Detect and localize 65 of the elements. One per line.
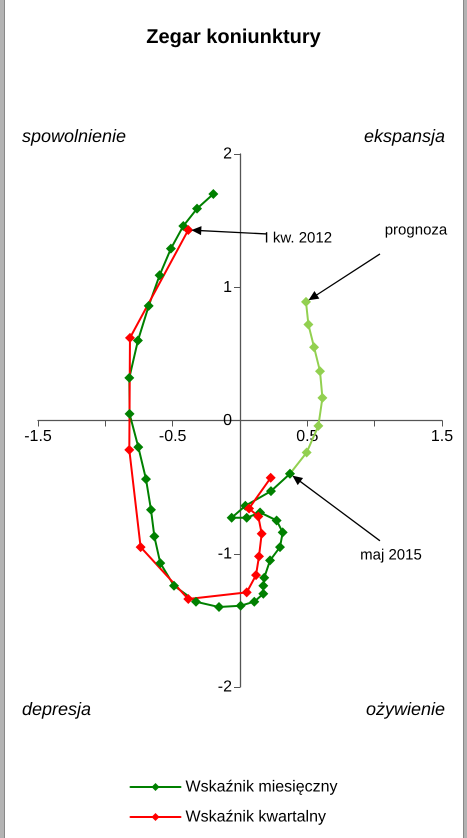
point xyxy=(178,220,188,231)
point xyxy=(214,602,224,612)
point xyxy=(183,224,194,235)
point xyxy=(256,528,267,539)
x-tick-label: -0.5 xyxy=(158,428,187,445)
legend-label: Wskaźnik miesięczny xyxy=(185,778,338,796)
point xyxy=(208,188,218,199)
point xyxy=(265,555,276,566)
point xyxy=(132,336,143,346)
point xyxy=(266,486,276,496)
point xyxy=(236,600,246,611)
point xyxy=(124,444,134,455)
text: depresja xyxy=(22,699,92,719)
point xyxy=(309,342,320,352)
point xyxy=(149,531,160,542)
point xyxy=(278,527,288,538)
point xyxy=(242,512,252,523)
text: spowolnienie xyxy=(22,126,126,146)
point xyxy=(144,300,154,311)
point xyxy=(258,580,268,591)
point xyxy=(124,408,135,419)
y-tick-label: -1 xyxy=(218,545,232,562)
point xyxy=(242,587,252,598)
point xyxy=(183,594,194,604)
text: ekspansja xyxy=(364,126,446,146)
annotation: prognoza xyxy=(384,221,448,238)
point xyxy=(133,442,144,452)
point xyxy=(253,511,264,522)
point xyxy=(274,542,285,552)
point xyxy=(192,204,202,214)
point xyxy=(190,596,201,607)
point xyxy=(166,244,176,254)
point xyxy=(272,515,282,526)
point xyxy=(266,472,276,483)
point xyxy=(300,296,311,307)
point xyxy=(303,320,314,330)
point xyxy=(258,588,268,599)
y-tick-label: -2 xyxy=(218,678,232,696)
point xyxy=(244,503,254,514)
x-tick-label: 1.5 xyxy=(430,428,454,445)
y-tick-label: 2 xyxy=(223,146,232,162)
point xyxy=(155,558,166,568)
chart-title: Zegar koniunktury xyxy=(146,26,322,48)
point xyxy=(169,580,180,591)
point xyxy=(317,392,328,403)
text: ożywienie xyxy=(366,699,446,719)
point xyxy=(141,474,152,484)
y-tick-label: 1 xyxy=(223,278,232,296)
point xyxy=(146,504,156,515)
point xyxy=(259,572,270,583)
point xyxy=(124,332,135,343)
point xyxy=(314,366,325,376)
annotation: I kw. 2012 xyxy=(264,229,332,246)
point xyxy=(226,512,237,523)
point xyxy=(313,420,324,431)
point xyxy=(136,542,146,552)
legend-label: Wskaźnik kwartalny xyxy=(185,808,326,826)
point xyxy=(254,551,264,562)
point xyxy=(251,570,262,580)
point xyxy=(249,596,260,607)
annotation: maj 2015 xyxy=(360,546,422,564)
x-tick-label: -1.5 xyxy=(24,428,52,445)
point xyxy=(154,270,165,280)
point xyxy=(124,372,134,383)
point xyxy=(302,447,312,458)
